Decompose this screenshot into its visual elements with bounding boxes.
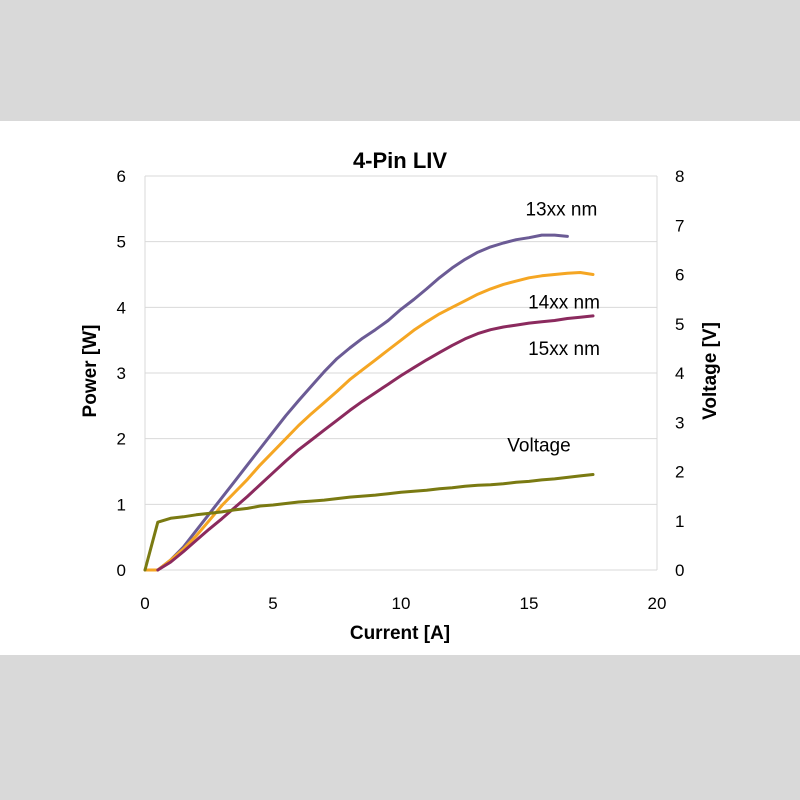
y2-tick-label: 2 xyxy=(675,463,684,482)
y-tick-label: 2 xyxy=(117,430,126,449)
y2-tick-label: 1 xyxy=(675,512,684,531)
series-label: 15xx nm xyxy=(528,339,600,360)
chart-title: 4-Pin LIV xyxy=(353,148,447,173)
x-tick-label: 10 xyxy=(392,594,411,613)
series-label: 13xx nm xyxy=(525,199,597,220)
x-tick-label: 15 xyxy=(520,594,539,613)
y2-tick-label: 6 xyxy=(675,266,684,285)
y2-tick-label: 0 xyxy=(675,561,684,580)
y-tick-label: 6 xyxy=(117,167,126,186)
x-tick-label: 20 xyxy=(648,594,667,613)
gridlines xyxy=(145,175,657,571)
y-tick-label: 3 xyxy=(117,364,126,383)
y-tick-label: 4 xyxy=(117,298,126,317)
chart-panel: 0 1 2 3 4 5 6 0 1 2 3 4 5 6 7 8 0 5 10 15 20 13xx nm 14xx nm 1… xyxy=(0,121,800,655)
series-labels: 13xx nm 14xx nm 15xx nm Voltage xyxy=(507,199,600,456)
y2-axis-title: Voltage [V] xyxy=(700,322,721,420)
y2-tick-label: 8 xyxy=(675,167,684,186)
y-tick-label: 1 xyxy=(117,495,126,514)
y-tick-label: 0 xyxy=(117,561,126,580)
series-label: 14xx nm xyxy=(528,293,600,314)
y-tick-label: 5 xyxy=(117,233,126,252)
y2-tick-label: 7 xyxy=(675,216,684,235)
y2-tick-label: 5 xyxy=(675,315,684,334)
x-tick-label: 5 xyxy=(268,594,277,613)
series-line-13xx-nm xyxy=(143,233,569,572)
x-axis-title: Current [A] xyxy=(350,623,450,644)
series-line-voltage xyxy=(143,473,595,572)
series-line-14xx-nm xyxy=(143,271,595,572)
x-tick-label: 0 xyxy=(140,594,149,613)
y-axis-title: Power [W] xyxy=(80,325,101,418)
axes: 0 1 2 3 4 5 6 0 1 2 3 4 5 6 7 8 0 5 10 15 20 xyxy=(117,167,685,613)
y2-tick-label: 4 xyxy=(675,364,684,383)
y2-tick-label: 3 xyxy=(675,413,684,432)
series-label: Voltage xyxy=(507,435,570,456)
series-lines xyxy=(143,233,595,572)
